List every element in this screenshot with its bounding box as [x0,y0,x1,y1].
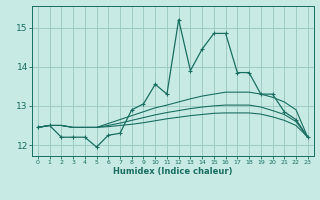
X-axis label: Humidex (Indice chaleur): Humidex (Indice chaleur) [113,167,233,176]
